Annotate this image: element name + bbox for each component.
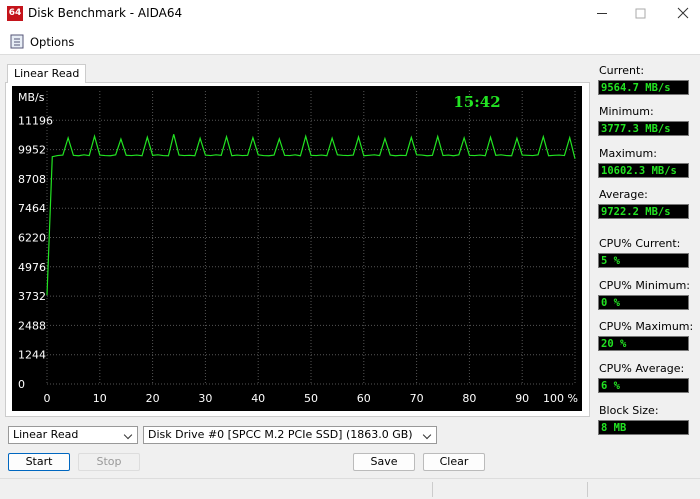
stat-label: Block Size: — [599, 404, 659, 417]
x-tick-label: 60 — [357, 392, 371, 405]
stat-value: 20 % — [598, 336, 689, 351]
stat-label: Maximum: — [599, 147, 657, 160]
stat-label: Average: — [599, 188, 648, 201]
x-tick-label: 30 — [198, 392, 212, 405]
data-line — [46, 133, 576, 296]
x-tick-label: 50 — [304, 392, 318, 405]
y-axis-label: MB/s — [18, 91, 45, 104]
window-title: Disk Benchmark - AIDA64 — [28, 6, 183, 20]
x-tick-label: 40 — [251, 392, 265, 405]
window-controls[interactable] — [580, 0, 700, 27]
y-tick-label: 7464 — [18, 202, 46, 215]
status-separator — [432, 482, 433, 497]
stat-value: 9564.7 MB/s — [598, 80, 689, 95]
y-tick-label: 6220 — [18, 232, 46, 245]
maximize[interactable] — [635, 8, 646, 19]
stat-value: 10602.3 MB/s — [598, 163, 689, 178]
x-tick-label: 100 % — [543, 392, 578, 405]
x-tick-label: 20 — [146, 392, 160, 405]
y-tick-label: 9952 — [18, 144, 46, 157]
stat-label: CPU% Current: — [599, 237, 681, 250]
time: 15:42 — [453, 93, 500, 111]
stop-button: Stop — [78, 453, 140, 471]
app-icon: 64 — [7, 6, 23, 21]
x-tick-label: 10 — [93, 392, 107, 405]
options-icon — [10, 34, 24, 49]
stat-value: 5 % — [598, 253, 689, 268]
y-tick-label: 2488 — [18, 319, 46, 332]
x-tick-label: 80 — [462, 392, 476, 405]
stat-value: 6 % — [598, 378, 689, 393]
stat-label: CPU% Average: — [599, 362, 685, 375]
tab[interactable]: Linear Read — [7, 64, 87, 83]
y-tick-label: 8708 — [18, 173, 46, 186]
test-select[interactable]: Linear Read — [8, 426, 138, 444]
stat-label: Current: — [599, 64, 645, 77]
clear-button[interactable]: Clear — [423, 453, 485, 471]
y-tick-label: 0 — [18, 378, 25, 391]
title-bar: 64 Disk Benchmark - AIDA64 — [0, 0, 700, 27]
status-separator — [587, 482, 588, 497]
stat-value: 8 MB — [598, 420, 689, 435]
options-menu[interactable]: Options — [30, 35, 75, 49]
drive-select[interactable]: Disk Drive #0 [SPCC M.2 PCIe SSD] (1863.… — [143, 426, 437, 444]
stat-label: Minimum: — [599, 105, 654, 118]
y-tick-label: 3732 — [18, 290, 46, 303]
save-button[interactable]: Save — [353, 453, 415, 471]
chart: MB/s 15:42 0 1244 2488 3732 4976 6220 7464 8708… — [12, 86, 582, 411]
stat-value: 3777.3 MB/s — [598, 121, 689, 136]
x-tick-label: 0 — [44, 392, 51, 405]
stat-value: 0 % — [598, 295, 689, 310]
chart-background — [12, 86, 582, 411]
menu-bar: Options — [0, 27, 700, 55]
y-tick-label: 11196 — [18, 114, 53, 127]
x-tick-label: 70 — [410, 392, 424, 405]
y-tick-label: 1244 — [18, 349, 46, 362]
stat-label: CPU% Minimum: — [599, 279, 690, 292]
start-button[interactable]: Start — [8, 453, 70, 471]
close[interactable] — [677, 7, 689, 19]
stat-label: CPU% Maximum: — [599, 320, 694, 333]
status-bar — [0, 478, 700, 499]
y-tick-label: 4976 — [18, 261, 46, 274]
x-tick-label: 90 — [515, 392, 529, 405]
stat-value: 9722.2 MB/s — [598, 204, 689, 219]
